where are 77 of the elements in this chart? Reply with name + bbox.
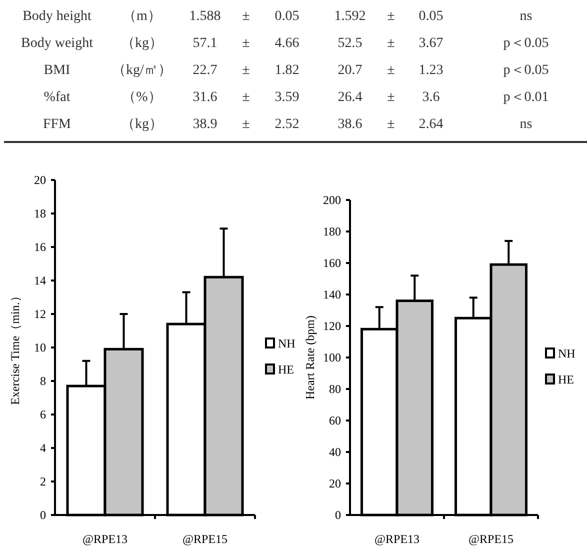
y-tick-label: 200 xyxy=(323,193,341,207)
text: Body height xyxy=(22,9,92,24)
text: （kg/㎡） xyxy=(112,63,172,78)
text: 38.9 xyxy=(192,117,218,132)
text: ± xyxy=(242,36,250,51)
text: 3.59 xyxy=(274,90,300,105)
text: 1.23 xyxy=(418,63,444,78)
text: （kg） xyxy=(121,117,163,132)
y-tick-label: 18 xyxy=(34,206,46,220)
y-tick-label: 80 xyxy=(329,382,341,396)
y-tick-label: 6 xyxy=(40,408,46,422)
y-tick-label: 16 xyxy=(34,240,46,254)
text: p＜0.01 xyxy=(503,90,549,105)
x-tick-label: @RPE13 xyxy=(82,532,128,546)
y-tick-label: 0 xyxy=(40,508,46,522)
text: 3.67 xyxy=(418,36,444,51)
y-axis-title: Heart Rate (bpm) xyxy=(303,316,317,400)
text: ± xyxy=(387,63,396,78)
text: ± xyxy=(387,90,396,105)
text: ± xyxy=(242,63,250,78)
text: 31.6 xyxy=(192,90,218,105)
text: FFM xyxy=(42,117,72,132)
text: （m） xyxy=(122,9,162,24)
text: %fat xyxy=(44,90,70,105)
y-tick-label: 0 xyxy=(335,508,341,522)
y-tick-label: 120 xyxy=(323,319,341,333)
text: 1.82 xyxy=(274,63,300,78)
text: （kg） xyxy=(121,36,163,51)
y-tick-label: 20 xyxy=(34,173,46,187)
y-tick-label: 180 xyxy=(323,224,341,238)
text: ± xyxy=(242,117,250,132)
x-tick-label: @RPE15 xyxy=(182,532,228,546)
text: 2.52 xyxy=(274,117,300,132)
text: 57.1 xyxy=(192,36,218,51)
y-tick-label: 14 xyxy=(34,274,46,288)
y-tick-label: 2 xyxy=(40,474,46,488)
text: p＜0.05 xyxy=(503,36,549,51)
y-tick-label: 4 xyxy=(40,441,46,455)
text: 1.588 xyxy=(189,9,221,24)
text: 52.5 xyxy=(338,36,362,51)
y-tick-label: 140 xyxy=(323,288,341,302)
y-axis-title: Exercise Time（min.） xyxy=(8,290,22,405)
text: Body weight xyxy=(21,36,94,51)
text: 2.64 xyxy=(418,117,444,132)
text: 22.7 xyxy=(192,63,218,78)
text: 38.6 xyxy=(338,117,362,132)
text: ± xyxy=(242,9,250,24)
legend-label: NH xyxy=(278,336,296,350)
text: BMI xyxy=(44,63,71,78)
text: ± xyxy=(387,9,396,24)
y-tick-label: 160 xyxy=(323,256,341,270)
text: 1.592 xyxy=(334,9,366,24)
legend-label: HE xyxy=(278,362,294,376)
y-tick-label: 20 xyxy=(329,476,341,490)
text: ± xyxy=(387,36,396,51)
text: 0.05 xyxy=(274,9,300,24)
text: 0.05 xyxy=(418,9,444,24)
text: 4.66 xyxy=(274,36,300,51)
y-tick-label: 60 xyxy=(329,414,341,428)
y-tick-label: 12 xyxy=(34,307,46,321)
y-tick-label: 40 xyxy=(329,445,341,459)
text: ± xyxy=(387,117,396,132)
text: ns xyxy=(520,9,532,24)
y-tick-label: 8 xyxy=(40,374,46,388)
x-tick-label: @RPE15 xyxy=(468,532,514,546)
legend-label: HE xyxy=(558,372,574,386)
legend-label: NH xyxy=(558,346,576,360)
text: 3.6 xyxy=(422,90,440,105)
text: 26.4 xyxy=(338,90,362,105)
text: 20.7 xyxy=(338,63,362,78)
text: ns xyxy=(520,117,532,132)
text: ± xyxy=(242,90,250,105)
x-tick-label: @RPE13 xyxy=(374,532,420,546)
text: p＜0.05 xyxy=(503,63,549,78)
y-tick-label: 100 xyxy=(323,350,341,364)
text: （%） xyxy=(122,90,162,105)
y-tick-label: 10 xyxy=(34,340,46,354)
